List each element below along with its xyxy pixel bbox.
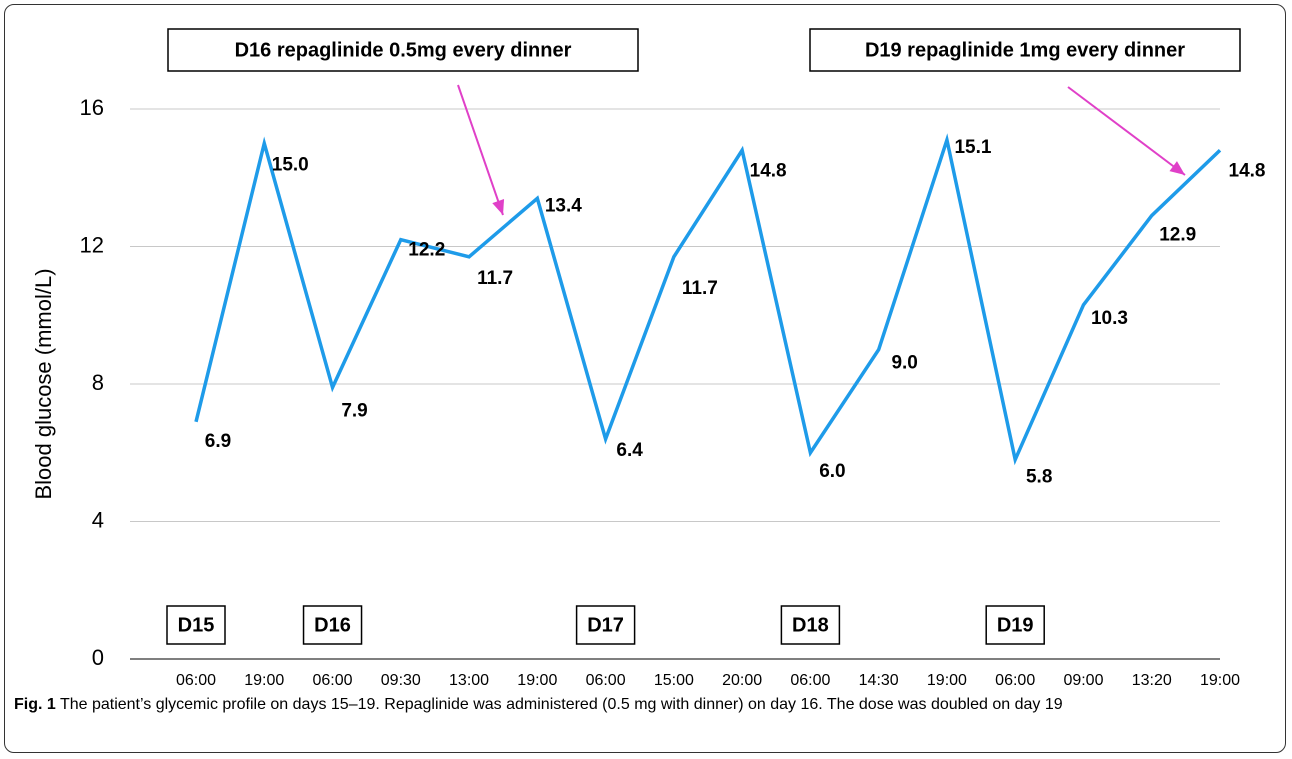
x-tick-label: 20:00 (722, 672, 762, 689)
data-label: 12.2 (408, 240, 445, 261)
y-tick-label: 0 (92, 645, 104, 670)
x-tick-label: 06:00 (790, 672, 830, 689)
data-label: 15.1 (954, 137, 991, 158)
data-label: 7.9 (341, 400, 367, 421)
y-tick-label: 12 (80, 232, 104, 257)
data-label: 12.9 (1159, 225, 1196, 246)
data-label: 6.0 (819, 461, 845, 482)
data-label: 6.4 (616, 440, 643, 461)
data-label: 5.8 (1026, 467, 1052, 488)
x-tick-label: 15:00 (654, 672, 694, 689)
caption-label: Fig. 1 (14, 696, 56, 713)
day-box (302, 605, 363, 645)
arrow-shaft (457, 84, 504, 216)
x-tick-label: 06:00 (586, 672, 626, 689)
data-label: 9.0 (891, 353, 917, 374)
x-tick-label: 19:00 (244, 672, 284, 689)
day-label: D16 (314, 614, 351, 636)
day-box (575, 605, 636, 645)
y-tick-label: 8 (92, 370, 104, 395)
data-label: 14.8 (1229, 160, 1266, 181)
x-tick-label: 09:00 (1063, 672, 1103, 689)
data-label: 14.8 (750, 160, 787, 181)
x-tick-label: 13:20 (1132, 672, 1172, 689)
figure-frame (4, 4, 1286, 753)
data-label: 6.9 (205, 431, 231, 452)
arrow-shaft (1067, 86, 1186, 176)
day-label: D19 (997, 614, 1034, 636)
annotation: D16 repaglinide 0.5mg every dinner (235, 39, 572, 61)
data-label: 11.7 (682, 278, 718, 299)
x-tick-label: 19:00 (927, 672, 967, 689)
data-label: 10.3 (1091, 308, 1128, 329)
x-tick-label: 06:00 (313, 672, 353, 689)
data-label: 11.7 (477, 268, 513, 289)
day-box (166, 605, 226, 645)
day-box (780, 605, 841, 645)
series-line (194, 133, 1222, 466)
x-tick-label: 19:00 (1200, 672, 1240, 689)
data-label: 15.0 (272, 154, 309, 175)
x-tick-label: 06:00 (995, 672, 1035, 689)
x-tick-label: 13:00 (449, 672, 489, 689)
annotation-box (167, 28, 639, 72)
day-label: D15 (178, 614, 215, 636)
day-label: D18 (792, 614, 829, 636)
annotation-box (809, 28, 1241, 72)
data-label: 13.4 (545, 195, 582, 216)
x-tick-label: 09:30 (381, 672, 421, 689)
arrow-head (492, 199, 505, 215)
arrow-head (1169, 161, 1185, 175)
x-tick-label: 19:00 (517, 672, 557, 689)
day-label: D17 (587, 614, 624, 636)
y-axis-label: Blood glucose (mmol/L) (31, 268, 56, 499)
caption-text: The patient’s glycemic profile on days 1… (59, 696, 1063, 713)
caption: Fig. 1 The patient’s glycemic profile on… (14, 694, 1276, 716)
x-tick-label: 06:00 (176, 672, 216, 689)
annotation: D19 repaglinide 1mg every dinner (865, 39, 1185, 61)
y-tick-label: 4 (92, 507, 104, 532)
chart: Blood glucose (mmol/L) 0 4 8 12 16 06:00 19:00… (31, 28, 1266, 689)
y-tick-label: 16 (80, 95, 104, 120)
x-tick-label: 14:30 (859, 672, 899, 689)
day-box (985, 605, 1045, 645)
